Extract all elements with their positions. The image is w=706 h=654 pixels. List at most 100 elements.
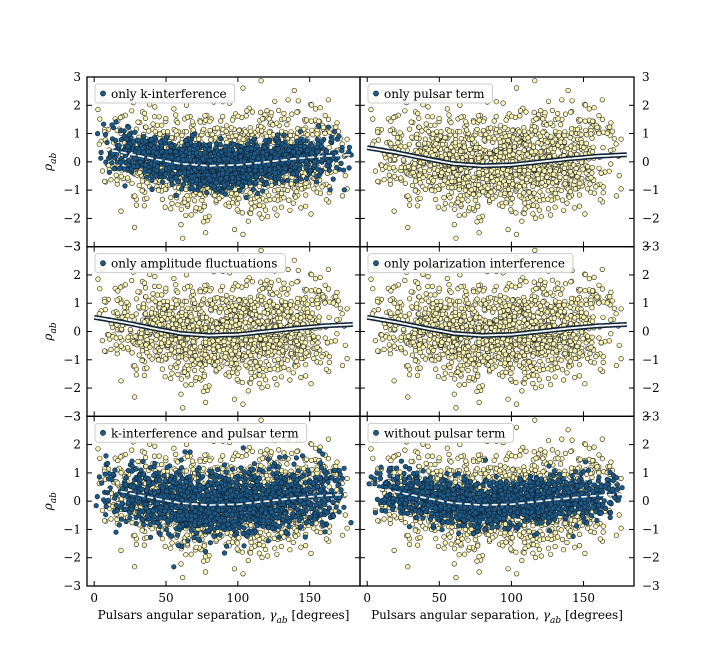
background-point — [530, 211, 536, 217]
background-point — [456, 177, 462, 183]
background-point — [591, 190, 598, 196]
highlight-point — [330, 176, 336, 182]
background-point — [236, 127, 242, 133]
highlight-point — [183, 177, 189, 183]
background-point — [567, 169, 573, 175]
background-point — [267, 197, 273, 203]
background-point — [476, 170, 482, 176]
background-point — [590, 144, 596, 150]
background-point — [422, 140, 428, 146]
background-point — [290, 200, 296, 206]
background-point — [231, 226, 238, 233]
highlight-point — [226, 185, 232, 191]
background-point — [532, 215, 539, 221]
highlight-point — [141, 133, 147, 140]
background-point — [248, 200, 254, 206]
highlight-point — [149, 186, 155, 192]
highlight-point — [240, 174, 246, 180]
highlight-point — [207, 158, 213, 164]
highlight-point — [193, 177, 199, 183]
background-point — [583, 127, 589, 133]
background-point — [411, 165, 417, 171]
highlight-point — [112, 137, 119, 143]
background-point — [189, 119, 196, 125]
background-point — [291, 87, 297, 94]
background-point — [463, 119, 469, 125]
background-point — [196, 136, 202, 142]
highlight-point — [303, 158, 310, 164]
background-point — [497, 123, 503, 129]
background-point — [117, 114, 124, 121]
background-point — [223, 128, 229, 134]
background-point — [303, 192, 309, 198]
background-point — [471, 174, 477, 180]
background-point — [391, 130, 397, 137]
highlight-point — [237, 188, 243, 194]
background-point — [607, 124, 613, 130]
highlight-point — [143, 138, 149, 144]
background-point — [446, 167, 452, 173]
background-point — [287, 132, 294, 138]
highlight-point — [273, 155, 279, 161]
background-point — [423, 121, 429, 127]
background-point — [436, 115, 442, 122]
highlight-point — [189, 132, 195, 139]
background-point — [458, 114, 464, 120]
background-point — [97, 116, 103, 122]
background-point — [537, 133, 543, 139]
background-point — [517, 113, 523, 119]
background-point — [409, 134, 415, 140]
background-point — [471, 119, 477, 125]
highlight-point — [183, 137, 189, 143]
highlight-point — [304, 175, 310, 182]
background-point — [447, 151, 453, 158]
highlight-point — [154, 164, 160, 170]
background-point — [317, 190, 324, 196]
background-point — [234, 207, 240, 213]
background-point — [568, 109, 574, 115]
highlight-point — [173, 192, 179, 198]
background-point — [266, 129, 273, 135]
background-point — [287, 207, 293, 213]
highlight-point — [100, 121, 107, 127]
background-point — [568, 126, 575, 132]
highlight-point — [255, 155, 261, 162]
background-point — [429, 114, 436, 120]
background-point — [562, 111, 569, 117]
background-point — [476, 182, 482, 188]
background-point — [394, 135, 401, 141]
background-point — [442, 177, 448, 183]
highlight-point — [153, 173, 159, 179]
background-point — [591, 105, 597, 111]
background-point — [284, 187, 291, 194]
highlight-point — [132, 129, 138, 135]
background-point — [409, 182, 416, 189]
background-point — [545, 196, 551, 202]
background-point — [334, 120, 340, 126]
highlight-point — [232, 170, 238, 176]
background-point — [464, 127, 470, 133]
highlight-point — [98, 149, 104, 155]
highlight-point — [200, 156, 206, 162]
highlight-point — [246, 167, 252, 173]
background-point — [455, 199, 461, 205]
background-point — [101, 348, 108, 354]
background-point — [506, 148, 513, 154]
legend-label: only k-interference — [111, 87, 227, 101]
background-point — [564, 145, 570, 152]
background-point — [156, 114, 162, 120]
background-point — [387, 127, 393, 134]
background-point — [323, 197, 330, 203]
background-point — [185, 114, 191, 120]
highlight-point — [189, 184, 195, 191]
background-point — [339, 193, 346, 199]
highlight-point — [346, 144, 353, 150]
background-point — [155, 187, 162, 193]
background-point — [584, 164, 591, 170]
highlight-point — [186, 146, 193, 152]
background-point — [450, 165, 456, 171]
background-point — [114, 177, 120, 183]
background-point — [342, 342, 348, 348]
highlight-point — [254, 143, 260, 149]
background-point — [208, 137, 214, 143]
